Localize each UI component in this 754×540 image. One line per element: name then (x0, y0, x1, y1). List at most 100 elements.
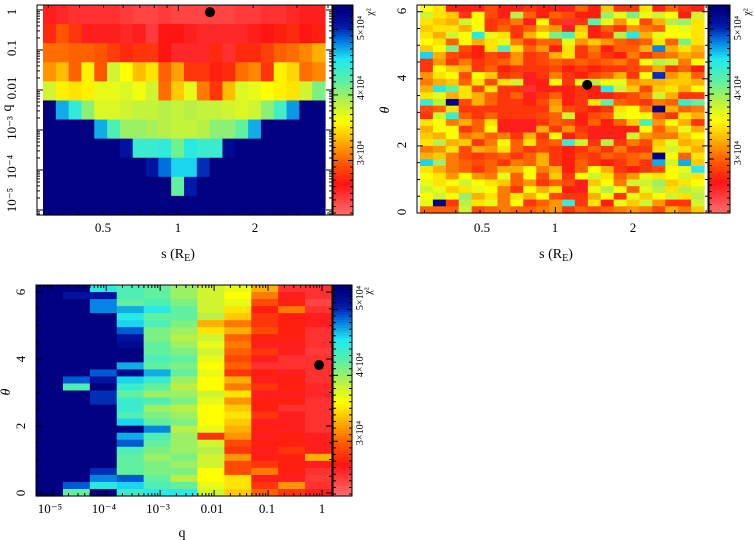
heatmap-cell (196, 62, 211, 82)
heatmap-cell (420, 125, 434, 134)
heatmap-cell (536, 78, 550, 87)
heatmap-cell (665, 192, 679, 201)
heatmap-cell (132, 43, 147, 63)
heatmap-cell (36, 292, 64, 300)
heatmap-cell (445, 132, 460, 140)
heatmap-cell (299, 5, 313, 25)
heatmap-cell (613, 199, 628, 207)
heatmap-cell (691, 186, 705, 194)
heatmap-cell (143, 355, 172, 363)
panel-q-theta: 0 2 4 6 10⁻⁵ 10⁻⁴ 10⁻³ 0.01 0.1 1 q θ 3×… (0, 284, 374, 540)
colorbar-segment (709, 83, 730, 87)
heatmap-cell (68, 157, 83, 178)
heatmap-cell (665, 125, 679, 134)
heatmap-cell (116, 474, 145, 483)
heatmap-cell (143, 404, 172, 413)
heatmap-cell (652, 65, 666, 73)
heatmap-cell (158, 138, 172, 159)
heatmap-cell (665, 51, 679, 60)
colorbar-segment (333, 149, 353, 153)
heatmap-cell (652, 125, 666, 134)
heatmap-cell (471, 192, 486, 201)
heatmap-cell (286, 176, 300, 197)
heatmap-cell (224, 348, 252, 356)
heatmap-cell (639, 11, 653, 20)
heatmap-cell (248, 176, 262, 197)
heatmap-cell (458, 38, 473, 46)
colorbar-segment (333, 115, 353, 119)
heatmap-cell (89, 327, 118, 335)
heatmap-cell (626, 65, 641, 73)
colorbar-segment (333, 451, 352, 455)
heatmap-cell (278, 432, 306, 441)
heatmap-cell (273, 100, 288, 121)
colorbar-segment (709, 12, 730, 16)
colorbar-segment (333, 28, 353, 32)
heatmap-cell (312, 119, 326, 140)
heatmap-cell (562, 65, 576, 73)
heatmap-cell (574, 132, 589, 140)
heatmap-cell (36, 474, 64, 483)
heatmap-cell (587, 179, 602, 187)
heatmap-cell (432, 5, 447, 13)
heatmap-cell (497, 172, 511, 181)
heatmap-cell (600, 25, 615, 33)
heatmap-cell (652, 199, 666, 207)
heatmap-cell (132, 138, 147, 159)
heatmap-cell (432, 199, 447, 207)
heatmap-cell (119, 157, 134, 178)
heatmap-cell (222, 62, 236, 82)
heatmap-cell (471, 65, 486, 73)
heatmap-cell (143, 306, 172, 314)
heatmap-cell (471, 166, 486, 174)
heatmap-cell (170, 383, 199, 392)
heatmap-cell (484, 98, 499, 107)
heatmap-cell (484, 5, 499, 13)
colorbar-tick-label: 3×10⁴ (733, 140, 744, 165)
heatmap-cell (652, 18, 666, 26)
heatmap-cell (497, 132, 511, 140)
heatmap-cell (536, 38, 550, 46)
colorbar-segment (333, 472, 352, 476)
heatmap-cell (613, 152, 628, 160)
heatmap-cell (587, 112, 602, 120)
heatmap-cell (510, 192, 524, 201)
heatmap-cell (224, 411, 252, 420)
heatmap-cell (523, 192, 537, 201)
colorbar-segment (333, 343, 352, 347)
heatmap-cell (171, 119, 185, 140)
heatmap-cell (143, 390, 172, 399)
heatmap-cell (260, 119, 275, 140)
heatmap-cell (170, 376, 199, 385)
heatmap-cell (143, 376, 172, 385)
heatmap-cell (458, 179, 473, 187)
heatmap-cell (36, 327, 64, 335)
heatmap-cell (665, 159, 679, 167)
x-tick-label: 2 (252, 220, 259, 235)
heatmap-cell (235, 138, 249, 159)
heatmap-cell (36, 404, 64, 413)
heatmap-cell (510, 72, 524, 80)
heatmap-cell (62, 376, 91, 385)
heatmap-cell (471, 92, 486, 100)
colorbar-segment (333, 180, 353, 185)
heatmap-cell (574, 98, 589, 107)
heatmap-cell (143, 425, 172, 434)
heatmap-cell (312, 176, 326, 197)
heatmap-cell (224, 299, 252, 307)
colorbar-segment (333, 73, 353, 77)
heatmap-cell (278, 390, 306, 399)
heatmap-cell (652, 119, 666, 127)
heatmap-cell (562, 152, 576, 160)
heatmap-cell (432, 31, 447, 40)
heatmap-cell (62, 474, 91, 483)
heatmap-cell (587, 51, 602, 60)
heatmap-cell (665, 119, 679, 127)
heatmap-cell (273, 81, 288, 102)
heatmap-cell (691, 18, 705, 26)
colorbar-segment (333, 474, 352, 479)
heatmap-cell (107, 195, 121, 216)
heatmap-cell (652, 206, 666, 214)
heatmap-cell (209, 157, 224, 178)
heatmap-cell (613, 132, 628, 140)
